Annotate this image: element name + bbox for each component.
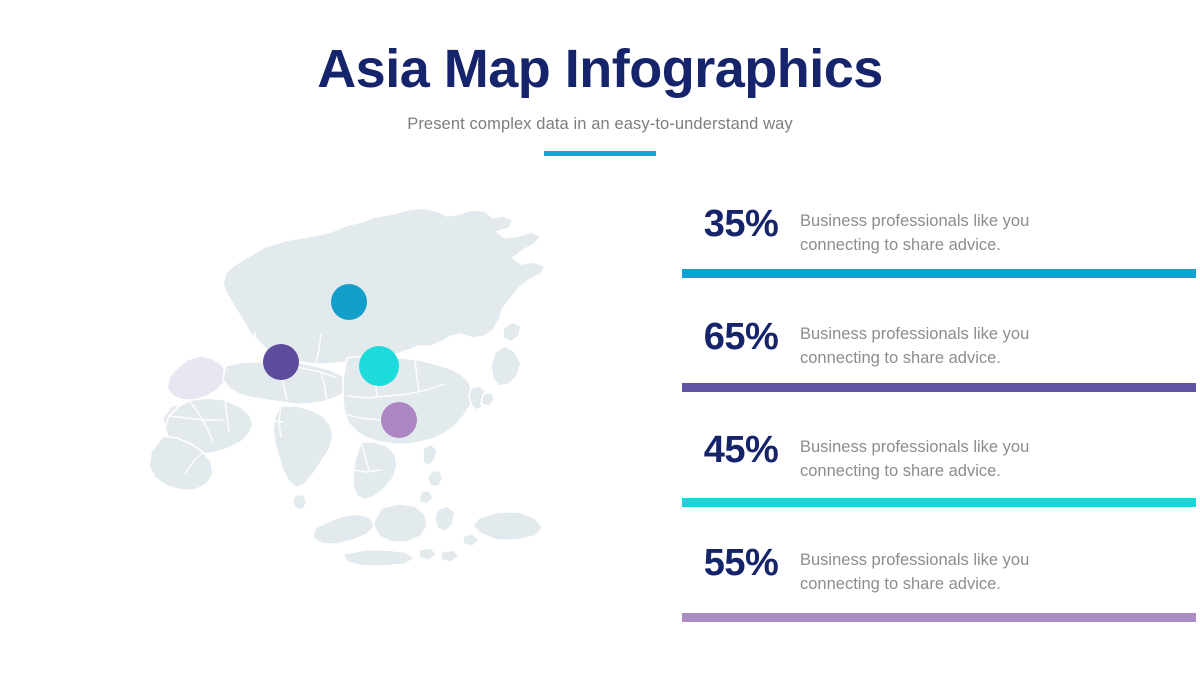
map-country-borders [168,331,446,475]
landmass-island-small-2 [418,547,438,561]
asia-map-svg [148,207,546,567]
landmass-europe-edge [166,355,228,401]
landmass-japan [502,321,522,343]
stat-bar [682,269,1196,278]
stat-percent: 35% [703,203,779,245]
landmass-java [342,549,416,567]
stat-row[interactable]: 55% Business professionals like you conn… [682,535,1198,648]
border-line-13 [250,417,284,423]
stat-description: Business professionals like you connecti… [800,325,1030,368]
marker-blue[interactable] [331,284,367,320]
landmass-sri-lanka [291,493,308,511]
stat-description: Business professionals like you connecti… [800,438,1030,481]
landmass-arabia [148,435,214,491]
landmass-philippines-2 [426,469,444,487]
border-line-18 [314,333,322,367]
border-line-4 [342,359,348,377]
marker-purple[interactable] [263,344,299,380]
page-title: Asia Map Infographics [317,39,883,99]
landmass-island-small-3 [440,549,460,563]
landmass-papua [472,511,544,541]
map-landmasses [148,207,546,567]
landmass-borneo [372,503,428,543]
landmass-sumatra [312,513,376,545]
stats-list: 35% Business professionals like you conn… [682,196,1198,648]
landmass-sulawesi [434,505,456,533]
border-line-17 [254,331,262,361]
title-accent-bar [544,151,656,156]
page-subtitle: Present complex data in an easy-to-under… [407,115,793,133]
header: Asia Map Infographics Present complex da… [0,42,1200,156]
marker-mauve[interactable] [381,402,417,438]
border-line-3 [320,371,328,403]
landmass-india [272,405,334,489]
stat-row[interactable]: 35% Business professionals like you conn… [682,196,1198,309]
border-line-16 [184,451,204,475]
stat-description: Business professionals like you connecti… [800,551,1030,594]
landmass-north-asia [222,207,546,365]
stat-bar [682,613,1196,622]
stat-bar [682,498,1196,507]
marker-turquoise[interactable] [359,346,399,386]
border-line-15 [352,469,382,473]
stat-percent: 45% [703,429,779,471]
border-line-9 [188,399,214,443]
stat-percent: 55% [703,542,779,584]
landmass-philippines [422,443,438,467]
landmass-island-small-1 [462,533,480,547]
asia-map [75,170,675,620]
stat-bar [682,383,1196,392]
landmass-middle-east [164,397,254,455]
border-line-11 [168,415,223,421]
stat-description: Business professionals like you connecti… [800,212,1030,255]
landmass-japan-3 [480,391,496,407]
stat-row[interactable]: 65% Business professionals like you conn… [682,309,1198,422]
stat-row[interactable]: 45% Business professionals like you conn… [682,422,1198,535]
border-line-10 [224,399,230,433]
border-line-14 [360,441,370,471]
border-line-5 [346,383,446,399]
landmass-philippines-3 [418,489,434,505]
landmass-japan-2 [490,345,522,387]
stat-percent: 65% [703,316,779,358]
border-line-7 [414,359,420,393]
